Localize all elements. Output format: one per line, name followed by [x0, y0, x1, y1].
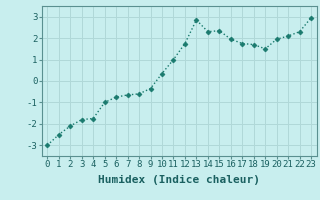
X-axis label: Humidex (Indice chaleur): Humidex (Indice chaleur) — [98, 175, 260, 185]
